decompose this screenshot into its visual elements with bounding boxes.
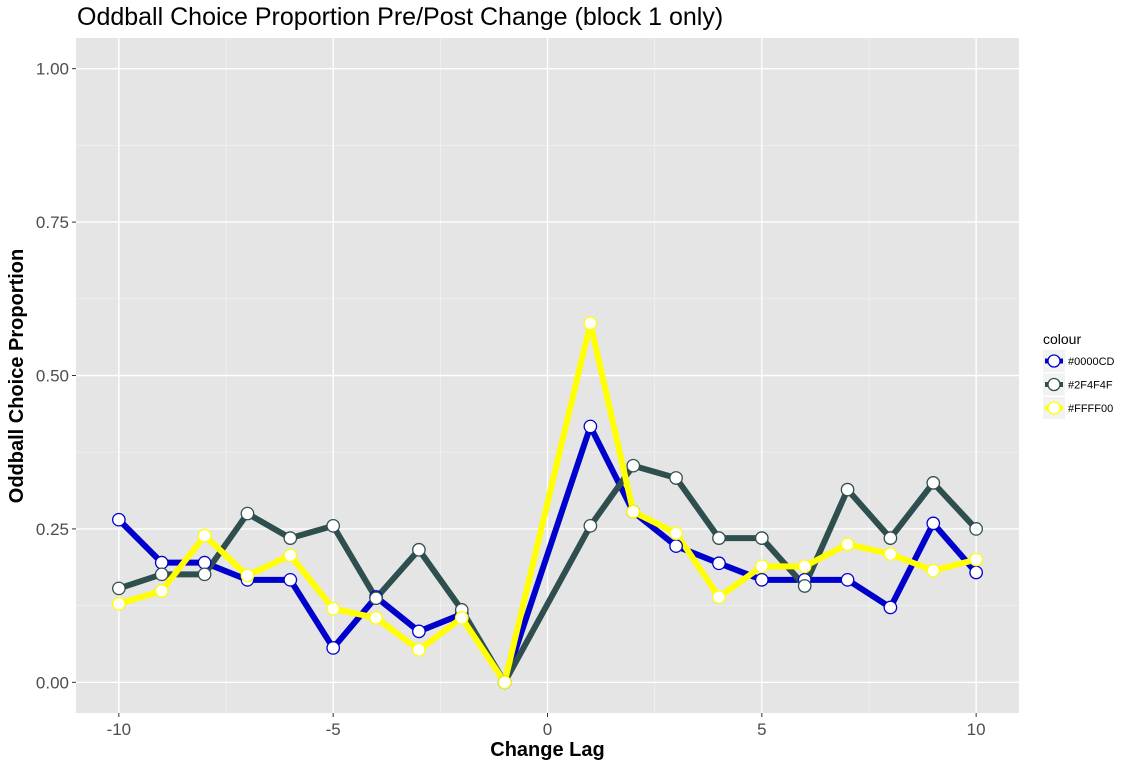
data-point (412, 624, 426, 639)
data-point (326, 518, 341, 533)
data-point (283, 572, 298, 587)
data-point (454, 611, 469, 625)
data-point (754, 531, 769, 545)
data-point (154, 555, 169, 570)
chart-title: Oddball Choice Proportion Pre/Post Chang… (77, 3, 724, 31)
legend-key-point (1047, 377, 1061, 392)
data-point (112, 596, 126, 611)
data-point (926, 516, 941, 531)
legend-key-point (1047, 401, 1061, 415)
data-point (369, 611, 383, 625)
x-tick-label: 0 (543, 720, 552, 739)
data-point (283, 531, 298, 545)
data-point (712, 590, 726, 604)
legend-label: #0000CD (1068, 356, 1115, 368)
data-point (197, 528, 212, 543)
data-point (969, 565, 983, 580)
x-tick-label: -5 (326, 720, 341, 739)
x-axis-title: Change Lag (490, 739, 604, 761)
y-tick-label: 1.00 (36, 60, 69, 79)
data-point (669, 539, 683, 553)
data-point (840, 537, 855, 552)
data-point (154, 584, 169, 598)
legend-label: #FFFF00 (1068, 403, 1113, 415)
data-point (669, 526, 683, 541)
data-point (712, 531, 726, 545)
data-point (926, 476, 941, 490)
legend-label: #2F4F4F (1068, 380, 1113, 392)
data-point (112, 512, 126, 527)
x-tick-label: -10 (107, 720, 132, 739)
data-point (840, 482, 855, 497)
data-point (154, 567, 169, 582)
plot-panel (76, 38, 1019, 713)
data-point (283, 548, 298, 563)
axes: -10 -5 0 5 10 0.00 0.25 0.50 0.75 1.00 (36, 60, 986, 739)
data-point (754, 559, 769, 574)
data-point (412, 542, 426, 557)
y-tick-label: 0.75 (36, 213, 69, 232)
data-point (369, 591, 383, 606)
data-point (412, 642, 426, 657)
data-point (969, 522, 983, 536)
data-point (497, 675, 512, 690)
data-point (583, 518, 598, 533)
data-point (326, 641, 341, 655)
data-point (626, 458, 641, 473)
y-tick-label: 0.50 (36, 367, 69, 386)
legend-key-point (1047, 354, 1061, 368)
y-tick-label: 0.00 (36, 673, 69, 692)
data-point (926, 563, 941, 578)
series-line (117, 462, 979, 686)
data-point (883, 531, 898, 545)
data-point (754, 572, 769, 587)
legend-title: colour (1043, 331, 1081, 347)
data-point (197, 567, 212, 582)
series-line (117, 320, 977, 686)
series-line (116, 423, 979, 686)
data-point (326, 601, 341, 616)
data-point (197, 555, 212, 570)
data-point (883, 600, 898, 615)
data-point (797, 579, 812, 593)
data-point (883, 547, 898, 561)
y-tick-label: 0.25 (36, 520, 69, 539)
data-point (240, 568, 255, 583)
data-point (112, 581, 126, 596)
series-layer (112, 316, 983, 690)
data-point (712, 556, 726, 571)
data-point (583, 316, 598, 331)
x-tick-label: 5 (757, 720, 766, 739)
data-point (583, 419, 598, 434)
data-point (840, 572, 855, 587)
y-axis-title: Oddball Choice Proportion (6, 249, 28, 503)
data-point (240, 506, 255, 521)
data-point (626, 504, 641, 519)
data-point (969, 552, 983, 567)
x-tick-label: 10 (967, 720, 986, 739)
data-point (669, 471, 683, 485)
data-point (797, 559, 812, 574)
legend: colour #0000CD #2F4F4F #FFFF00 (1043, 331, 1115, 419)
